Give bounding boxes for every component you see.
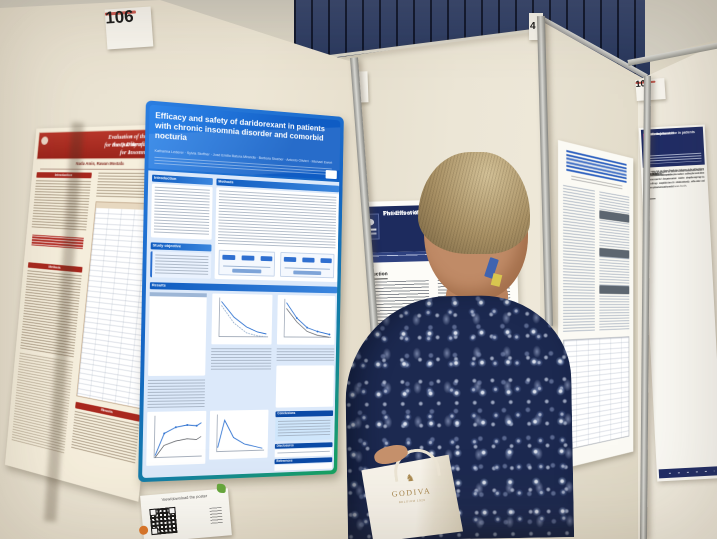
disclosures-box <box>274 447 333 458</box>
poster-table <box>563 336 630 451</box>
poster-header: Efficacy and safety of daridorexant in p… <box>148 104 341 181</box>
qr-info-card: View/download the poster <box>138 483 232 539</box>
poster-text-block <box>147 379 206 408</box>
results-table <box>275 365 335 408</box>
results-line-chart <box>209 409 269 460</box>
qr-code <box>149 506 178 536</box>
poster-body: Abstract: The use of anaesthetics beyond… <box>643 166 717 480</box>
results-heading: Results <box>149 282 338 294</box>
poster-body: Introduction Study objective Methods Res… <box>142 170 340 479</box>
sponsor-logo <box>325 169 337 180</box>
objective-box <box>150 251 212 279</box>
study-design-diagram <box>218 249 276 277</box>
baseline-table <box>148 292 207 376</box>
poster-figure-box <box>599 285 630 295</box>
results-line-chart <box>211 293 273 345</box>
poster-text-block <box>276 348 335 362</box>
org-logo <box>138 525 149 536</box>
results-line-chart <box>146 410 207 466</box>
board-number-card: 106 <box>104 6 154 50</box>
results-line-chart <box>276 294 336 345</box>
research-poster-daridorexant: Efficacy and safety of daridorexant in p… <box>138 100 344 483</box>
poster-text-block <box>150 183 213 240</box>
conclusion-text: This study is the first to show an effec… <box>643 166 705 190</box>
man-hair <box>418 152 530 254</box>
poster-title: Efficacy and safety of daridorexant in p… <box>154 110 326 143</box>
poster-author-lines <box>649 152 702 165</box>
board-number: 106 <box>104 6 135 28</box>
poster-title-line: with depression <box>648 131 675 137</box>
poster-text-column <box>563 184 595 334</box>
study-design-diagram <box>279 251 335 279</box>
leaf-icon <box>216 483 226 494</box>
introduction-heading: Introduction <box>36 172 92 179</box>
references-box <box>274 462 333 471</box>
poster-text-block <box>210 348 272 370</box>
qr-card-smallprint <box>209 506 223 524</box>
conclusions-box <box>274 416 334 442</box>
poster-text-block <box>31 180 92 233</box>
study-objective-heading: Study objective <box>150 242 212 252</box>
methods-block <box>214 187 339 283</box>
highlight-box <box>29 232 86 252</box>
board-number: 4 <box>530 21 536 32</box>
